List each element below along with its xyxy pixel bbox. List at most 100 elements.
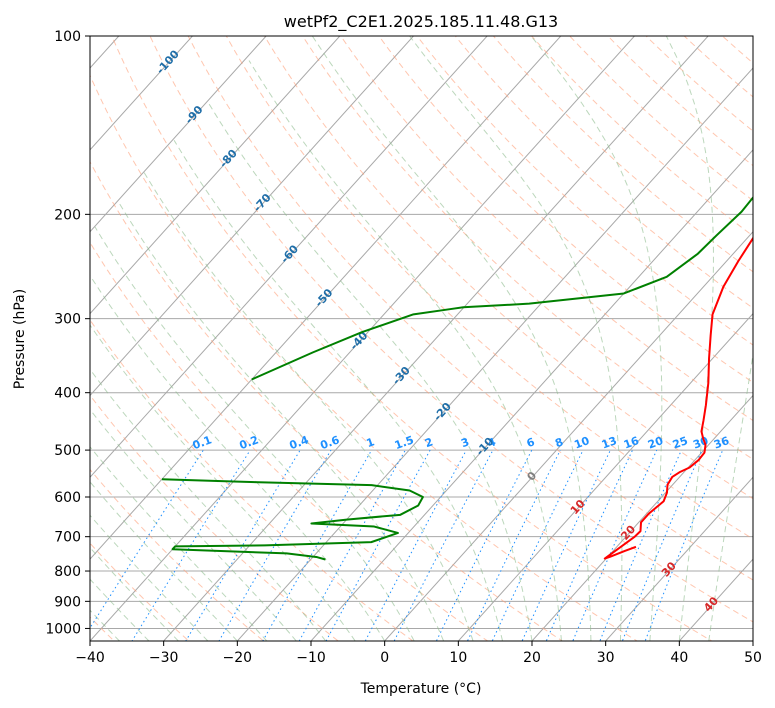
- y-tick-label: 500: [54, 443, 81, 459]
- x-tick-label: 20: [523, 650, 541, 666]
- mixing-ratio-line: [185, 449, 301, 641]
- dry-adiabat-line: [569, 36, 753, 202]
- moist-adiabat-line: [311, 36, 592, 641]
- dewpoint-profile-line: [161, 478, 424, 561]
- moist-adiabat-line: [90, 324, 356, 641]
- isotherm-line: [90, 36, 341, 315]
- isotherm-line: [90, 36, 415, 397]
- y-tick-label: 800: [54, 564, 81, 580]
- profile-series: [161, 195, 753, 561]
- y-tick-label: 1000: [45, 621, 81, 637]
- mixing-ratio-line: [262, 449, 373, 641]
- x-tick-label: 10: [449, 650, 467, 666]
- mixing-ratio-line: [298, 449, 406, 641]
- isotherm-line: [90, 36, 194, 151]
- dewpoint-profile-line: [251, 195, 753, 381]
- temperature-profile-line: [603, 236, 753, 560]
- y-tick-label: 100: [54, 29, 81, 45]
- mixing-ratio-label: 0.2: [238, 433, 261, 452]
- background-lines: [90, 36, 753, 641]
- mixing-ratio-label: 0.4: [288, 433, 311, 452]
- y-tick-label: 600: [54, 490, 81, 506]
- mixing-ratio-line: [435, 449, 533, 641]
- mixing-ratio-line: [644, 449, 724, 641]
- isotherm-line: [383, 230, 753, 641]
- x-tick-label: 0: [380, 650, 389, 666]
- x-axis: −40 −30 −20 −10 0 10 20 30 40 50: [75, 641, 762, 666]
- mixing-ratio-label: 6: [525, 435, 537, 450]
- moist-adiabat-line: [90, 546, 179, 641]
- mixing-ratio-label: 20: [646, 434, 665, 452]
- moist-adiabat-line: [248, 60, 562, 641]
- dry-adiabat-line: [416, 36, 753, 346]
- dry-adiabat-line: [492, 36, 753, 273]
- dry-adiabat-line: [90, 241, 489, 641]
- plot-frame: [89, 35, 754, 642]
- mixing-ratio-label: 1.5: [393, 433, 416, 452]
- mixing-ratio-line: [218, 449, 332, 641]
- isotherm-line: [457, 312, 753, 641]
- dry-adiabat-line: [90, 74, 638, 641]
- x-tick-label: 30: [597, 650, 615, 666]
- moist-adiabat-line: [708, 351, 753, 641]
- mixing-ratio-label: 0.1: [191, 433, 214, 452]
- mixing-ratio-label: 16: [622, 434, 641, 452]
- moist-adiabat-line: [409, 36, 623, 641]
- isotherm-line: [90, 36, 488, 479]
- isotherm-line: [310, 149, 753, 641]
- dry-adiabat-line: [263, 36, 753, 500]
- y-tick-label: 300: [54, 312, 81, 328]
- moist-adiabat-line: [173, 140, 504, 641]
- y-axis-title: Pressure (hPa): [12, 289, 28, 389]
- mixing-ratio-line: [521, 449, 611, 641]
- moist-adiabat-line: [90, 408, 297, 641]
- mixing-ratio-label: 4: [486, 435, 498, 450]
- moist-adiabat-line: [143, 172, 474, 641]
- x-tick-label: 40: [670, 650, 688, 666]
- moist-adiabat-line: [94, 226, 415, 641]
- mixing-ratio-line: [466, 449, 561, 641]
- moist-adiabat-line: [90, 368, 327, 641]
- isotherm-line: [90, 36, 562, 560]
- y-axis: 100 200 300 400 500 600 700 800 900 1000: [45, 29, 90, 637]
- y-tick-label: 900: [54, 594, 81, 610]
- dry-adiabat-line: [90, 319, 414, 641]
- mixing-ratio-line: [393, 449, 494, 641]
- moist-adiabat-line: [117, 200, 445, 641]
- mixing-ratio-label: 2: [423, 435, 435, 450]
- mixing-ratio-label: 25: [671, 434, 690, 451]
- dry-adiabat-line: [378, 36, 753, 384]
- dry-adiabat-line: [90, 542, 190, 641]
- moist-adiabat-line: [90, 274, 386, 641]
- x-tick-label: 50: [744, 650, 762, 666]
- isotherm-line: [604, 476, 753, 641]
- mixing-ratio-line: [364, 449, 467, 641]
- x-tick-label: −30: [149, 650, 179, 666]
- mixing-ratio-label: 36: [712, 434, 731, 452]
- y-tick-label: 400: [54, 386, 81, 402]
- chart-title: wetPf2_C2E1.2025.185.11.48.G13: [284, 12, 558, 32]
- x-tick-label: −40: [75, 650, 105, 666]
- isotherm-line: [236, 67, 753, 641]
- y-tick-label: 700: [54, 530, 81, 546]
- moist-adiabat-line: [90, 514, 209, 641]
- dry-adiabat-line: [111, 36, 713, 641]
- mixing-ratio-label: 10: [572, 434, 591, 452]
- dry-adiabat-line: [302, 36, 753, 460]
- isotherm-line: [531, 394, 753, 641]
- x-axis-title: Temperature (°C): [360, 681, 482, 697]
- dry-adiabat-line: [340, 36, 753, 422]
- mixing-ratio-label: 13: [600, 434, 619, 451]
- dry-adiabat-line: [530, 36, 753, 237]
- mixing-ratio-label: 1: [365, 435, 377, 450]
- x-tick-label: −10: [296, 650, 326, 666]
- moist-adiabat-line: [530, 36, 663, 641]
- moist-adiabat-line: [90, 481, 238, 641]
- mixing-ratio-line: [325, 449, 431, 641]
- x-tick-label: −20: [223, 650, 253, 666]
- mixing-ratio-line: [491, 449, 584, 641]
- mixing-ratio-label: 3: [459, 435, 471, 450]
- mixing-ratio-label: 0.6: [318, 433, 341, 452]
- moist-adiabat-line: [208, 103, 533, 641]
